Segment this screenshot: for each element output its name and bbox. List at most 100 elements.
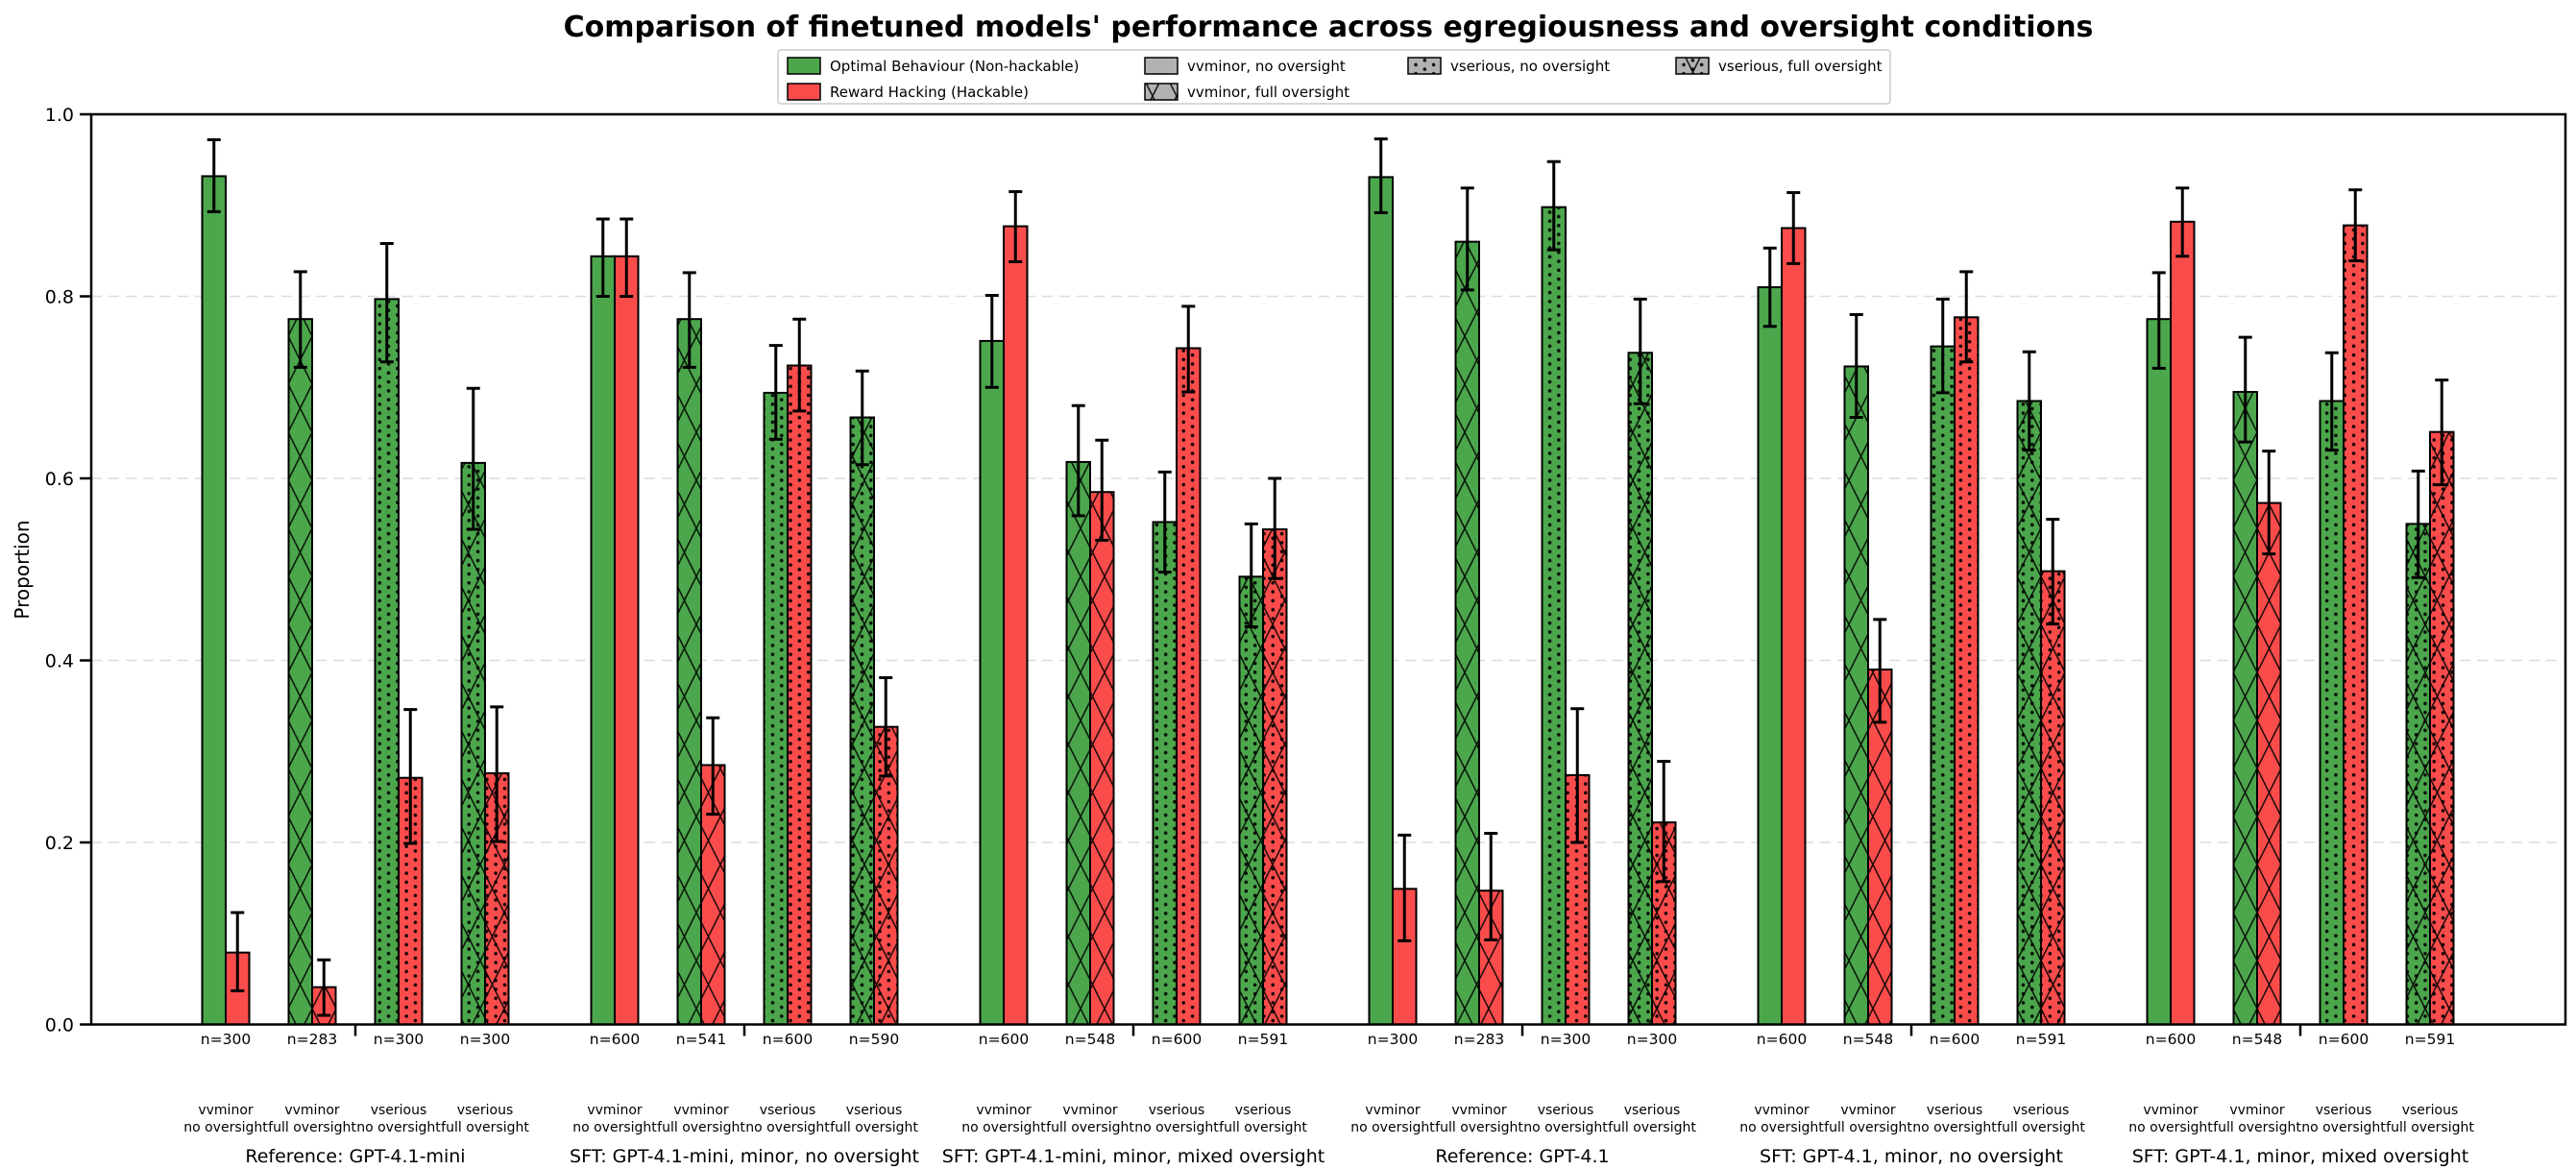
error-bar	[1397, 833, 1412, 942]
n-label: n=300	[374, 1031, 424, 1048]
condition-egregiousness-label: vvminor	[587, 1103, 643, 1118]
condition-egregiousness-label: vserious	[457, 1103, 514, 1118]
condition-egregiousness-label: vvminor	[1840, 1103, 1896, 1118]
y-tick-label: 0.0	[45, 1015, 74, 1036]
y-tick-label: 0.6	[45, 469, 74, 490]
n-label: n=548	[2232, 1031, 2282, 1048]
condition-oversight-label: full oversight	[1046, 1120, 1134, 1135]
error-bar	[1460, 186, 1474, 292]
error-bar	[1095, 438, 1109, 542]
condition-egregiousness-label: vvminor	[2229, 1103, 2285, 1118]
legend-item-vserious-full-oversight-swatch-hatch	[1676, 58, 1709, 74]
error-bar	[2151, 271, 2166, 370]
n-label: n=283	[287, 1031, 337, 1048]
condition-egregiousness-label: vserious	[2402, 1103, 2459, 1118]
group-label: Reference: GPT-4.1-mini	[245, 1146, 465, 1166]
axis-labels: n=300 vvminor no oversight n=283 vvminor full…	[45, 105, 2475, 1167]
bar-optimal-hatch-x	[677, 319, 701, 1025]
bar-optimal-hatch-dots	[2406, 524, 2430, 1025]
condition-oversight-label: full oversight	[441, 1120, 529, 1135]
legend: Optimal Behaviour (Non-hackable) Reward H…	[777, 49, 1891, 105]
condition-egregiousness-label: vserious	[1149, 1103, 1205, 1118]
chart-title: Comparison of finetuned models' performa…	[564, 11, 2094, 44]
condition-oversight-label: full oversight	[657, 1120, 745, 1135]
condition-oversight-label: full oversight	[2213, 1120, 2301, 1135]
condition-oversight-label: no oversight	[961, 1120, 1046, 1135]
n-label: n=600	[1757, 1031, 1807, 1048]
bar-optimal	[1369, 177, 1393, 1025]
n-label: n=600	[590, 1031, 640, 1048]
condition-egregiousness-label: vserious	[760, 1103, 816, 1118]
bar-optimal-hatch-dots	[1628, 353, 1652, 1025]
condition-oversight-label: no oversight	[572, 1120, 657, 1135]
n-label: n=590	[849, 1031, 899, 1048]
bar-optimal	[202, 176, 226, 1025]
condition-egregiousness-label: vvminor	[1754, 1103, 1810, 1118]
condition-oversight-label: full oversight	[830, 1120, 918, 1135]
n-label: n=300	[460, 1031, 510, 1048]
error-bar	[466, 386, 480, 531]
error-bar	[1484, 832, 1498, 941]
error-bar	[1762, 246, 1777, 329]
n-label: n=591	[2016, 1031, 2066, 1048]
bar-optimal-hatch-x	[1844, 366, 1868, 1025]
legend-item-vserious-full-oversight-swatch-edge	[1675, 57, 1710, 75]
y-tick-label: 0.2	[45, 833, 74, 854]
bar-optimal-hatch-x	[288, 319, 312, 1025]
condition-oversight-label: no oversight	[1523, 1120, 1608, 1135]
plot-box	[89, 112, 2567, 1026]
condition-oversight-label: no oversight	[2128, 1120, 2213, 1135]
group-label: Reference: GPT-4.1	[1435, 1146, 1609, 1166]
error-bar	[2022, 350, 2036, 452]
bar-hacking-hatch-dots	[2041, 571, 2065, 1025]
legend-item-vvminor-full-oversight-label: vvminor, full oversight	[1187, 84, 1349, 101]
legend-item-vvminor-no-oversight-swatch-edge	[1144, 57, 1179, 75]
bar-optimal-hatch-x	[1455, 241, 1479, 1025]
error-bar	[1181, 305, 1196, 394]
condition-oversight-label: no oversight	[356, 1120, 441, 1135]
bar-optimal-hatch-dots	[1239, 576, 1263, 1025]
error-bar	[379, 242, 394, 364]
condition-egregiousness-label: vvminor	[673, 1103, 729, 1118]
bar-hacking-hatch-dots	[2430, 431, 2454, 1025]
n-label: n=600	[2319, 1031, 2369, 1048]
n-label: n=600	[2146, 1031, 2196, 1048]
condition-oversight-label: no oversight	[1912, 1120, 1997, 1135]
legend-item-hacking-label: Reward Hacking (Hackable)	[830, 84, 1029, 101]
error-bar	[620, 217, 634, 298]
error-bar	[1546, 159, 1561, 252]
legend-box	[777, 49, 1891, 105]
error-bar	[2262, 450, 2276, 556]
bar-hacking-hatch-x	[1868, 669, 1892, 1025]
bar-optimal-hatch-dots	[2320, 401, 2344, 1025]
n-label: n=300	[1368, 1031, 1418, 1048]
n-label: n=300	[1541, 1031, 1591, 1048]
legend-item-vserious-no-oversight-swatch-hatch	[1408, 58, 1441, 74]
condition-oversight-label: no oversight	[1134, 1120, 1219, 1135]
bar-optimal-hatch-dots	[764, 392, 788, 1025]
condition-egregiousness-label: vvminor	[198, 1103, 254, 1118]
legend-item-optimal-swatch	[788, 58, 820, 74]
group-label: SFT: GPT-4.1, minor, no oversight	[1760, 1146, 2063, 1166]
bar-optimal-hatch-dots	[1931, 346, 1955, 1025]
condition-egregiousness-label: vvminor	[976, 1103, 1032, 1118]
condition-oversight-label: full oversight	[1435, 1120, 1523, 1135]
error-bar	[2238, 335, 2252, 444]
error-bar	[879, 676, 893, 778]
y-tick-label: 0.4	[45, 651, 74, 672]
error-bar	[490, 705, 504, 843]
condition-oversight-label: no oversight	[2301, 1120, 2386, 1135]
n-label: n=591	[1238, 1031, 1288, 1048]
condition-oversight-label: no oversight	[183, 1120, 268, 1135]
error-bar	[855, 369, 869, 467]
error-bar	[1071, 403, 1085, 518]
error-bar	[768, 344, 783, 441]
bar-optimal-hatch-dots	[1153, 522, 1177, 1025]
bar-optimal-hatch-dots	[2017, 401, 2041, 1025]
y-axis-label: Proportion	[11, 520, 34, 619]
bar-hacking-hatch-dots	[788, 365, 812, 1025]
legend-item-vvminor-no-oversight-swatch	[1145, 58, 1178, 74]
error-bar	[1959, 270, 1974, 364]
